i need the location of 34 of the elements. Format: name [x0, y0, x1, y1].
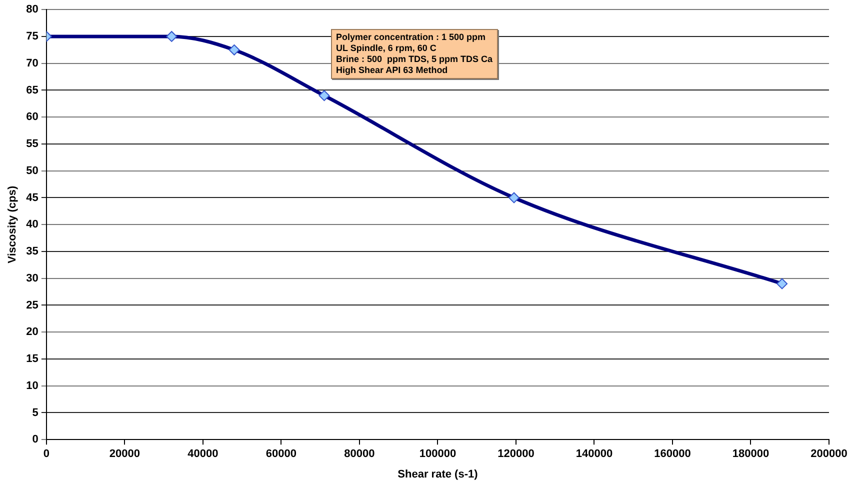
y-tick-label: 60: [26, 111, 38, 124]
x-tick-label: 200000: [810, 448, 848, 460]
x-tick-label: 0: [43, 448, 50, 460]
y-tick-label: 80: [26, 4, 38, 16]
annotation: Polymer concentration : 1 500 ppm: [336, 32, 487, 43]
y-tick-label: 10: [26, 380, 38, 392]
x-tick-label: 180000: [732, 448, 770, 460]
y-tick-label: 25: [26, 299, 38, 312]
y-tick-label: 75: [26, 30, 38, 43]
y-axis-title: Viscosity (cps): [6, 186, 19, 264]
x-tick-label: 20000: [109, 448, 140, 460]
x-tick-label: 120000: [498, 448, 534, 460]
y-tick-label: 45: [26, 192, 38, 204]
x-tick-label: 160000: [654, 448, 691, 460]
x-tick-label: 140000: [576, 448, 613, 460]
y-tick-label: 35: [26, 246, 38, 258]
y-tick-label: 70: [26, 57, 38, 70]
annotation: Brine : 500 ppm TDS, 5 ppm TDS Ca: [336, 54, 493, 65]
x-tick-label: 40000: [188, 448, 218, 460]
y-tick-label: 15: [26, 353, 38, 366]
x-tick-label: 80000: [344, 448, 375, 460]
y-tick-label: 0: [32, 434, 38, 446]
annotation: High Shear API 63 Method: [336, 65, 449, 76]
x-tick-label: 100000: [419, 448, 456, 460]
y-tick-label: 50: [26, 164, 38, 177]
y-tick-label: 30: [26, 272, 38, 284]
annotation: UL Spindle, 6 rpm, 60 C: [336, 43, 438, 54]
y-tick-label: 65: [26, 84, 38, 96]
x-axis-title: Shear rate (s-1): [398, 468, 478, 480]
y-tick-label: 55: [26, 138, 38, 150]
y-tick-label: 40: [26, 218, 38, 231]
y-tick-label: 20: [26, 326, 38, 338]
y-tick-label: 5: [32, 406, 38, 419]
x-tick-label: 60000: [266, 448, 296, 460]
